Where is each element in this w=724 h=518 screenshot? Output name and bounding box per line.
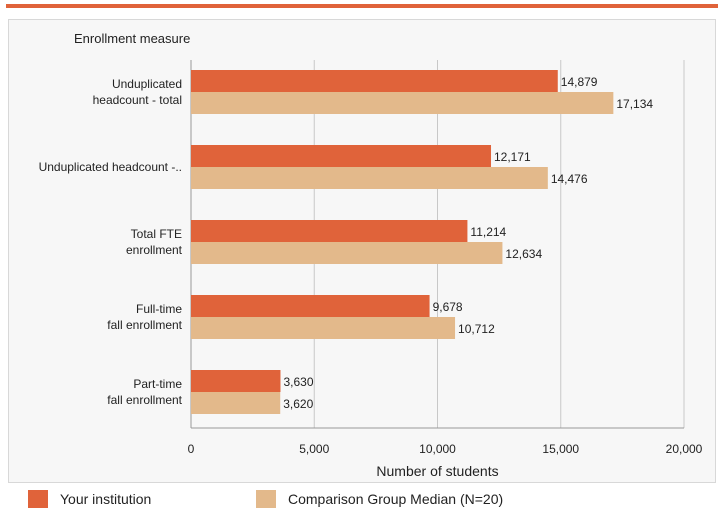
- legend-item-comparison: Comparison Group Median (N=20): [256, 490, 503, 508]
- legend-label-comparison: Comparison Group Median (N=20): [288, 491, 504, 507]
- x-tick-label-1: 5,000: [299, 442, 329, 456]
- bar-institution-4: [191, 370, 281, 392]
- bar-comparison-1: [191, 167, 548, 189]
- data-label-institution-4: 3,630: [283, 375, 313, 389]
- bar-institution-1: [191, 145, 492, 167]
- category-label-2-1: enrollment: [126, 243, 183, 257]
- x-axis-title: Number of students: [376, 463, 498, 479]
- category-label-0-0: Unduplicated: [112, 77, 182, 91]
- category-label-4-1: fall enrollment: [107, 393, 182, 407]
- x-tick-label-2: 10,000: [419, 442, 456, 456]
- category-label-2-0: Total FTE: [131, 227, 182, 241]
- data-label-comparison-4: 3,620: [283, 397, 313, 411]
- data-label-comparison-0: 17,134: [616, 97, 653, 111]
- enrollment-bar-chart: 14,879 12,171 11,214 9,678 3,630 17,134 14,476…: [39, 31, 703, 479]
- bar-comparison-3: [191, 317, 456, 339]
- bar-comparison-2: [191, 242, 503, 264]
- category-label-3-0: Full-time: [136, 302, 182, 316]
- bar-institution-0: [191, 70, 558, 92]
- category-label-0-1: headcount - total: [93, 93, 182, 107]
- legend-swatch-comparison: [256, 490, 276, 508]
- x-tick-label-4: 20,000: [666, 442, 703, 456]
- x-tick-label-3: 15,000: [542, 442, 579, 456]
- data-label-comparison-3: 10,712: [458, 322, 495, 336]
- bar-institution-3: [191, 295, 430, 317]
- chart-legend: Your institution Comparison Group Median…: [0, 490, 724, 514]
- top-accent-rule: [6, 4, 718, 8]
- data-label-comparison-1: 14,476: [551, 172, 588, 186]
- category-axis-title: Enrollment measure: [74, 31, 190, 46]
- legend-swatch-institution: [28, 490, 48, 508]
- data-label-institution-3: 9,678: [433, 300, 463, 314]
- bar-comparison-0: [191, 92, 614, 114]
- data-label-comparison-2: 12,634: [505, 247, 542, 261]
- category-label-4-0: Part-time: [133, 377, 182, 391]
- data-label-institution-1: 12,171: [494, 150, 531, 164]
- category-label-1-0: Unduplicated headcount -..: [39, 160, 182, 174]
- category-label-3-1: fall enrollment: [107, 318, 182, 332]
- bar-institution-2: [191, 220, 468, 242]
- data-label-institution-0: 14,879: [561, 75, 598, 89]
- legend-item-institution: Your institution: [28, 490, 151, 508]
- bar-comparison-4: [191, 392, 281, 414]
- legend-label-institution: Your institution: [60, 491, 152, 507]
- data-label-institution-2: 11,214: [470, 225, 506, 239]
- x-tick-label-0: 0: [188, 442, 195, 456]
